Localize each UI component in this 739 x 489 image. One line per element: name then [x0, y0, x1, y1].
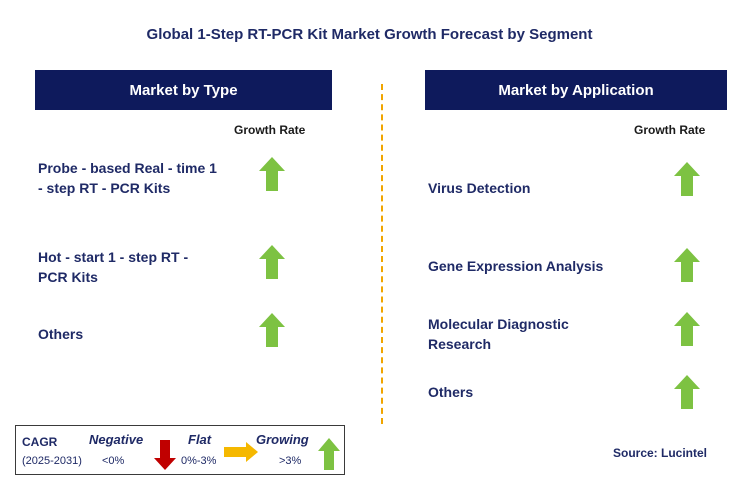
application-row-label: Others	[428, 384, 474, 400]
application-growth-rate-label: Growth Rate	[634, 123, 706, 137]
legend-flat-range: 0%-3%	[181, 455, 217, 467]
growing-arrow-icon	[259, 313, 285, 347]
growing-arrow-icon	[318, 438, 340, 470]
page-title: Global 1-Step RT-PCR Kit Market Growth F…	[146, 26, 593, 43]
growing-arrow-icon	[674, 375, 700, 409]
application-row-label: Virus Detection	[428, 180, 531, 196]
legend-cagr-label: CAGR	[22, 435, 58, 449]
type-row-label: Hot - start 1 - step RT - PCR Kits	[38, 249, 189, 285]
growing-arrow-icon	[259, 157, 285, 191]
panel-divider	[381, 84, 383, 424]
type-row-label: Others	[38, 326, 84, 342]
legend-negative-label: Negative	[89, 432, 144, 447]
growing-arrow-icon	[674, 248, 700, 282]
legend-flat-label: Flat	[188, 432, 212, 447]
legend-growing-range: >3%	[279, 455, 302, 467]
growing-arrow-icon	[674, 162, 700, 196]
legend-period: (2025-2031)	[22, 455, 82, 467]
type-header: Market by Type	[35, 70, 332, 110]
flat-arrow-icon	[224, 442, 258, 462]
growing-arrow-icon	[674, 312, 700, 346]
application-row-label: Molecular Diagnostic Research	[428, 316, 569, 352]
application-header: Market by Application	[425, 70, 727, 110]
application-row-label: Gene Expression Analysis	[428, 258, 604, 274]
legend-growing-label: Growing	[256, 432, 309, 447]
type-row-label: Probe - based Real - time 1 - step RT - …	[38, 160, 217, 196]
growing-arrow-icon	[259, 245, 285, 279]
legend-negative-range: <0%	[102, 455, 125, 467]
type-growth-rate-label: Growth Rate	[234, 123, 306, 137]
source-note: Source: Lucintel	[613, 446, 708, 460]
cagr-legend: CAGR (2025-2031) Negative <0% Flat 0%-3%…	[15, 425, 345, 475]
negative-arrow-icon	[154, 440, 176, 470]
